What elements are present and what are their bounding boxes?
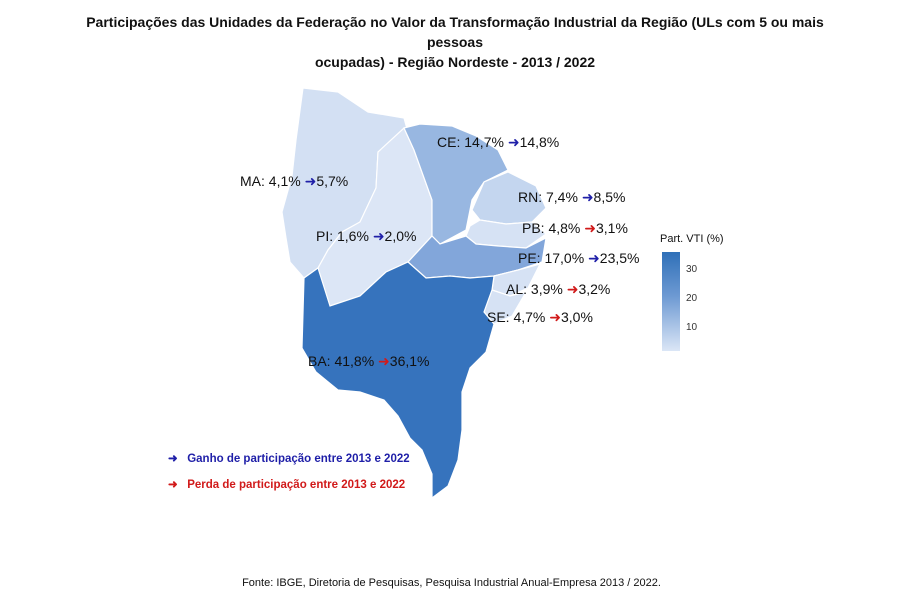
legend-gain: ➜ Ganho de participação entre 2013 e 202… [168,451,410,465]
legend-loss-text: Perda de participação entre 2013 e 2022 [187,479,406,491]
label-AL: AL: 3,9% ➜3,2% [506,281,610,297]
title-line-2: ocupadas) - Região Nordeste - 2013 / 202… [314,54,596,70]
legend-gain-text: Ganho de participação entre 2013 e 2022 [187,453,410,465]
label-SE: SE: 4,7% ➜3,0% [487,309,593,325]
arrow-PI: ➜ [373,228,385,244]
state-BA[interactable] [301,261,495,500]
scale-tick-10: 10 [686,322,698,333]
arrow-PE: ➜ [588,250,600,266]
label-CE: CE: 14,7% ➜14,8% [437,134,559,150]
title-line-1: Participações das Unidades da Federação … [86,14,824,50]
chart-title: Participações das Unidades da Federação … [60,12,850,72]
arrow-BA: ➜ [378,353,390,369]
arrow-RN: ➜ [582,189,594,205]
arrow-AL: ➜ [567,281,579,297]
label-BA: BA: 41,8% ➜36,1% [308,353,429,369]
color-scale-bar [662,252,680,351]
arrow-PB: ➜ [584,220,596,236]
source-note: Fonte: IBGE, Diretoria de Pesquisas, Pes… [242,577,661,589]
gain-arrow-icon: ➜ [168,453,178,465]
loss-arrow-icon: ➜ [168,479,178,491]
arrow-MA: ➜ [305,173,317,189]
label-PB: PB: 4,8% ➜3,1% [522,220,628,236]
label-RN: RN: 7,4% ➜8,5% [518,189,625,205]
label-MA: MA: 4,1% ➜5,7% [240,173,348,189]
color-scale-title: Part. VTI (%) [660,233,724,245]
state-CE[interactable] [403,123,509,245]
label-PE: PE: 17,0% ➜23,5% [518,250,639,266]
label-PI: PI: 1,6% ➜2,0% [316,228,416,244]
scale-tick-20: 20 [686,293,698,304]
arrow-CE: ➜ [508,134,520,150]
arrow-SE: ➜ [549,309,561,325]
scale-tick-30: 30 [686,264,698,275]
legend-loss: ➜ Perda de participação entre 2013 e 202… [168,477,405,491]
